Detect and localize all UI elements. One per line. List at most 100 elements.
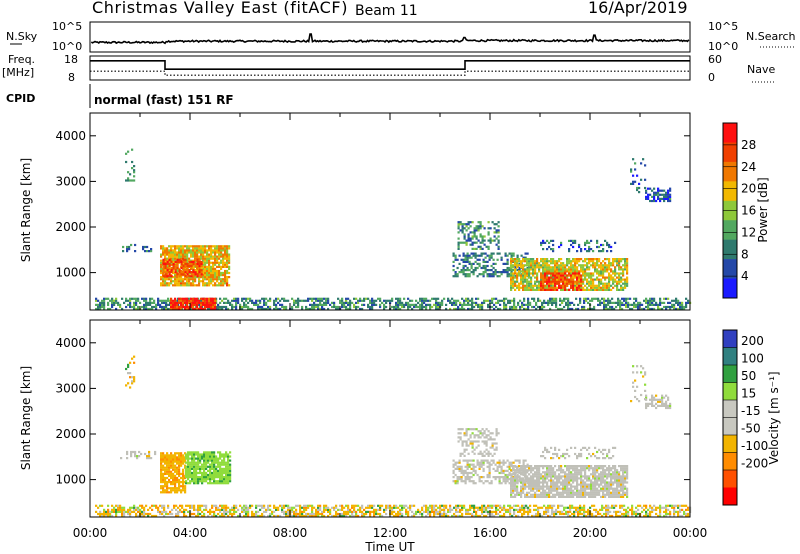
heatmap-cell <box>253 514 256 518</box>
heatmap-cell <box>555 305 558 309</box>
heatmap-cell <box>645 195 648 198</box>
heatmap-cell <box>182 278 185 281</box>
heatmap-cell <box>131 160 134 164</box>
heatmap-cell <box>261 305 264 309</box>
heatmap-cell <box>546 260 549 263</box>
heatmap-cell <box>550 284 553 287</box>
heatmap-cell <box>189 463 192 466</box>
heatmap-cell <box>519 305 522 309</box>
heatmap-cell <box>178 305 181 309</box>
heatmap-cell <box>663 305 666 309</box>
heatmap-cell <box>209 510 212 513</box>
heatmap-cell <box>468 256 471 259</box>
heatmap-cell <box>214 303 217 306</box>
heatmap-cell <box>193 508 196 511</box>
heatmap-cell <box>510 280 513 283</box>
heatmap-cell <box>184 271 187 274</box>
heatmap-cell <box>465 297 468 300</box>
heatmap-cell <box>188 284 191 287</box>
heatmap-cell <box>228 247 231 250</box>
heatmap-cell <box>536 258 539 261</box>
heatmap-cell <box>460 465 463 468</box>
heatmap-cell <box>481 235 484 238</box>
heatmap-cell <box>600 262 603 265</box>
heatmap-cell <box>168 454 171 457</box>
heatmap-cell <box>224 282 227 285</box>
heatmap-cell <box>485 245 488 248</box>
heatmap-cell <box>186 303 189 306</box>
heatmap-cell <box>182 456 185 459</box>
heatmap-cell <box>287 510 290 513</box>
heatmap-cell <box>510 252 513 255</box>
heatmap-cell <box>467 233 470 236</box>
heatmap-cell <box>463 303 466 306</box>
heatmap-cell <box>623 512 626 516</box>
heatmap-cell <box>681 305 684 309</box>
heatmap-cell <box>182 258 185 261</box>
heatmap-cell <box>583 297 586 300</box>
heatmap-cell <box>546 248 549 251</box>
heatmap-cell <box>227 480 230 483</box>
heatmap-cell <box>97 307 100 311</box>
heatmap-cell <box>135 508 138 511</box>
heatmap-cell <box>243 508 246 511</box>
heatmap-cell <box>612 258 615 261</box>
heatmap-cell <box>671 305 674 309</box>
heatmap-cell <box>596 276 599 279</box>
heatmap-cell <box>441 504 444 507</box>
heatmap-cell <box>580 248 583 251</box>
heatmap-cell <box>647 512 650 516</box>
heatmap-cell <box>200 245 203 248</box>
heatmap-cell <box>591 307 594 311</box>
heatmap-cell <box>203 476 206 479</box>
heatmap-cell <box>188 271 191 274</box>
heatmap-cell <box>213 467 216 470</box>
date-label: 16/Apr/2019 <box>588 0 688 17</box>
heatmap-cell <box>457 241 460 244</box>
heatmap-cell <box>550 268 553 271</box>
heatmap-cell <box>172 280 175 283</box>
heatmap-cell <box>673 514 676 518</box>
heatmap-cell <box>218 261 221 264</box>
heatmap-cell <box>145 297 148 300</box>
heatmap-cell <box>245 510 248 513</box>
heatmap-cell <box>505 305 508 309</box>
heatmap-cell <box>211 453 214 456</box>
heatmap-cell <box>623 514 626 518</box>
heatmap-cell <box>97 506 100 509</box>
heatmap-cell <box>542 241 545 244</box>
heatmap-cell <box>367 305 370 309</box>
heatmap-cell <box>211 478 214 481</box>
heatmap-cell <box>182 297 185 300</box>
heatmap-cell <box>401 301 404 304</box>
heatmap-cell <box>219 453 222 456</box>
heatmap-cell <box>602 250 605 253</box>
heatmap-cell <box>305 299 308 302</box>
heatmap-cell <box>472 465 475 468</box>
heatmap-cell <box>474 254 477 257</box>
heatmap-cell <box>200 266 203 270</box>
heatmap-cell <box>199 506 202 509</box>
heatmap-cell <box>202 307 205 311</box>
heatmap-cell <box>135 514 138 518</box>
heatmap-cell <box>190 260 193 263</box>
heatmap-cell <box>395 305 398 309</box>
heatmap-cell <box>218 247 221 250</box>
heatmap-cell <box>210 269 213 273</box>
heatmap-cell <box>285 299 288 302</box>
heatmap-cell <box>637 307 640 311</box>
heatmap-cell <box>659 301 662 304</box>
heatmap-cell <box>421 297 424 300</box>
heatmap-cell <box>138 455 141 458</box>
heatmap-cell <box>471 237 474 240</box>
heatmap-cell <box>595 297 598 300</box>
heatmap-cell <box>457 504 460 507</box>
heatmap-cell <box>160 481 163 484</box>
heatmap-cell <box>115 307 118 311</box>
heatmap-cell <box>277 508 280 511</box>
heatmap-cell <box>575 307 578 311</box>
heatmap-cell <box>150 248 153 251</box>
heatmap-cell <box>586 262 589 265</box>
heatmap-cell <box>174 260 177 263</box>
heatmap-cell <box>626 266 629 269</box>
